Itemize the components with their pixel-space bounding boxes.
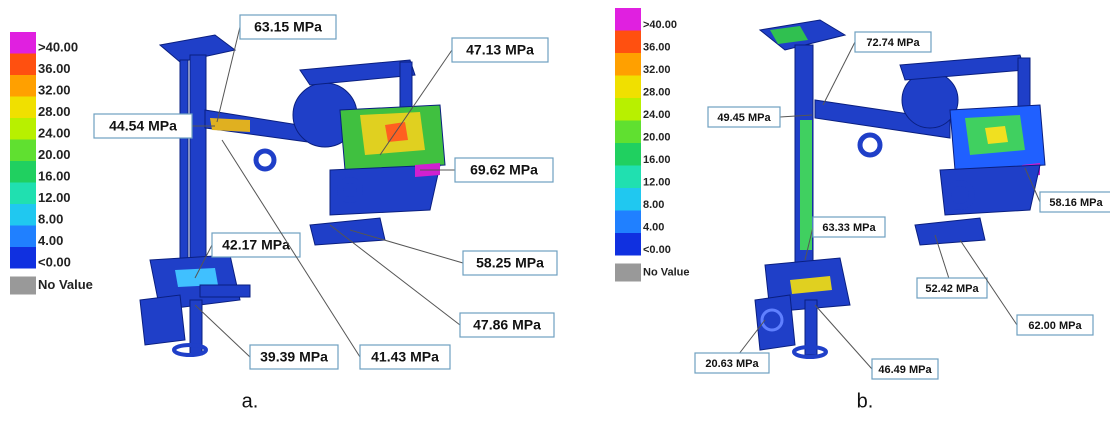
legend-swatch xyxy=(615,76,641,99)
callout-label: 63.33 MPa xyxy=(822,222,876,234)
leader-line xyxy=(823,42,855,105)
legend-label: 28.00 xyxy=(643,86,671,98)
callout-label: 41.43 MPa xyxy=(371,349,439,365)
legend-swatch xyxy=(615,211,641,234)
callout-label: 62.00 MPa xyxy=(1028,320,1082,332)
legend-label: <0.00 xyxy=(38,255,71,270)
legend-swatch xyxy=(10,118,36,140)
legend-swatch xyxy=(10,161,36,183)
callout-label: 47.86 MPa xyxy=(473,317,541,333)
legend-swatch xyxy=(10,75,36,97)
legend-label: >40.00 xyxy=(643,19,677,31)
leader-line xyxy=(815,305,872,369)
legend-swatch xyxy=(10,97,36,119)
leader-line xyxy=(350,230,463,263)
legend-label: 20.00 xyxy=(643,131,671,143)
callout-label: 46.49 MPa xyxy=(878,364,932,376)
legend-swatch xyxy=(615,143,641,166)
model-b xyxy=(755,20,1045,357)
legend-label: 24.00 xyxy=(38,126,71,141)
callout-label: 47.13 MPa xyxy=(466,42,534,58)
leader-line xyxy=(330,225,460,325)
legend-swatch xyxy=(10,183,36,205)
legend-swatch xyxy=(615,166,641,189)
legend-label: 12.00 xyxy=(38,190,71,205)
callout-label: 69.62 MPa xyxy=(470,162,538,178)
legend-label: 32.00 xyxy=(643,64,671,76)
legend-swatch xyxy=(615,31,641,54)
model-a xyxy=(140,35,445,355)
callout-label: 39.39 MPa xyxy=(260,349,328,365)
legend-label: 4.00 xyxy=(643,221,664,233)
no-value-swatch xyxy=(10,277,36,295)
legend-label: 28.00 xyxy=(38,104,71,119)
callout-label: 42.17 MPa xyxy=(222,237,290,253)
legend-label: 32.00 xyxy=(38,83,71,98)
legend-swatch xyxy=(615,188,641,211)
legend-swatch xyxy=(10,140,36,162)
legend-label: 24.00 xyxy=(643,109,671,121)
legend-label: 36.00 xyxy=(38,61,71,76)
legend-label: 8.00 xyxy=(643,199,664,211)
callout-label: 63.15 MPa xyxy=(254,19,322,35)
legend-label: 12.00 xyxy=(643,176,671,188)
no-value-label: No Value xyxy=(643,266,689,278)
panel-caption: a. xyxy=(242,390,259,412)
legend-swatch xyxy=(10,226,36,248)
callout-label: 49.45 MPa xyxy=(717,112,771,124)
legend-swatch xyxy=(615,98,641,121)
legend-swatch xyxy=(10,54,36,76)
legend-swatch xyxy=(615,53,641,76)
callout-label: 44.54 MPa xyxy=(109,118,177,134)
callout-label: 58.25 MPa xyxy=(476,255,544,271)
legend-swatch xyxy=(615,121,641,144)
legend-swatch xyxy=(10,32,36,54)
callout-label: 52.42 MPa xyxy=(925,283,979,295)
callout-label: 20.63 MPa xyxy=(705,358,759,370)
legend-label: 16.00 xyxy=(643,154,671,166)
callout-label: 72.74 MPa xyxy=(866,37,920,49)
no-value-label: No Value xyxy=(38,277,93,292)
legend-swatch xyxy=(615,233,641,256)
callout-label: 58.16 MPa xyxy=(1049,197,1103,209)
legend-label: 4.00 xyxy=(38,233,63,248)
figure: >40.00 36.00 32.00 28.00 24.00 20.00 16.00 12.0… xyxy=(0,0,1110,422)
legend-label: 20.00 xyxy=(38,147,71,162)
legend-label: <0.00 xyxy=(643,244,671,256)
legend-label: 16.00 xyxy=(38,169,71,184)
legend-label: 36.00 xyxy=(643,41,671,53)
no-value-swatch xyxy=(615,264,641,282)
legend-swatch xyxy=(615,8,641,31)
legend-swatch xyxy=(10,204,36,226)
legend-label: >40.00 xyxy=(38,40,78,55)
legend-swatch xyxy=(10,247,36,269)
panel-caption: b. xyxy=(857,390,874,412)
legend-label: 8.00 xyxy=(38,212,63,227)
